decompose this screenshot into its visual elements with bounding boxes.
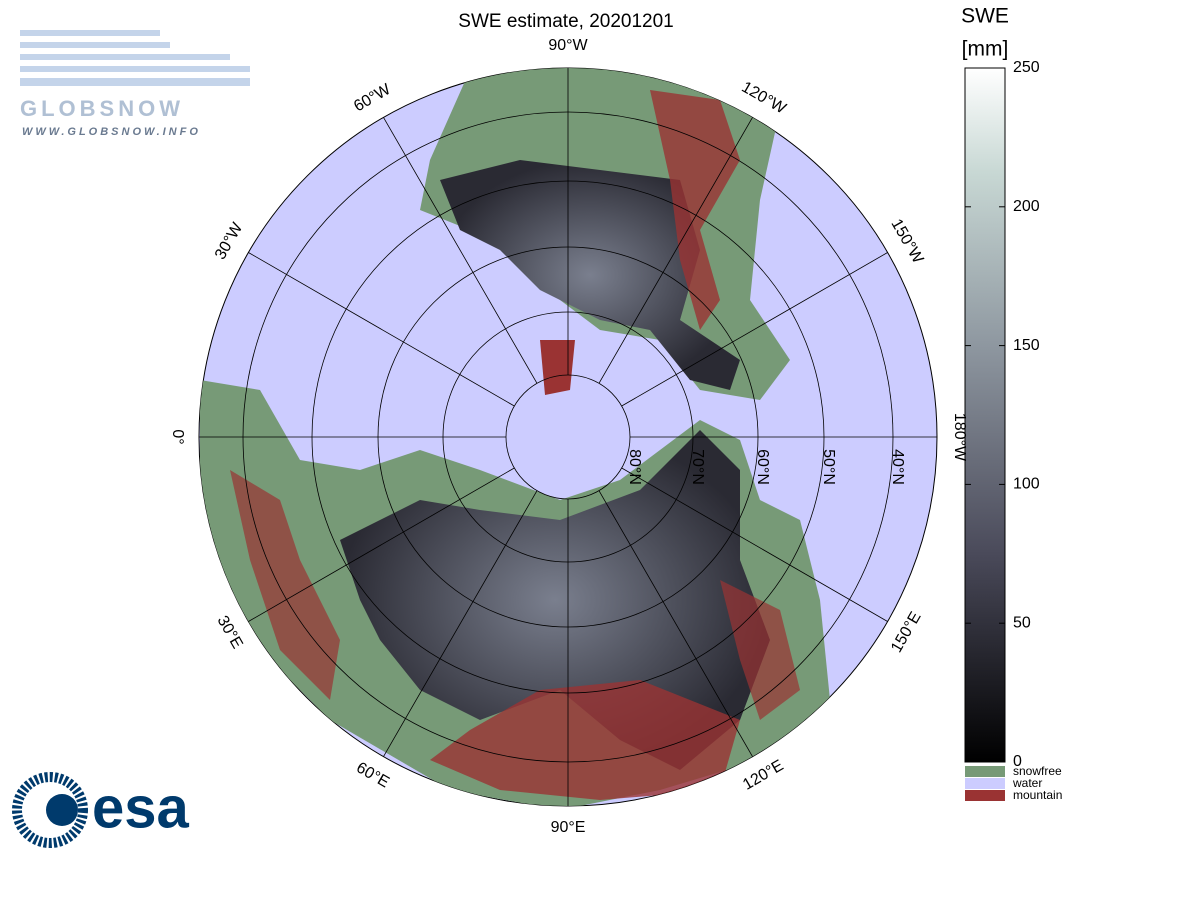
meridian-label: 120°W	[739, 79, 790, 118]
meridian-label: 30°W	[212, 219, 247, 262]
meridian-label: 120°E	[740, 757, 786, 794]
colorbar-tick-label: 0	[1013, 753, 1022, 770]
legend-label: mountain	[1013, 788, 1062, 802]
colorbar-ticks: 0 50 100 150 200 250	[965, 59, 1040, 770]
graticule	[199, 68, 937, 806]
meridian	[598, 117, 753, 384]
colorbar-title: SWE	[961, 5, 1009, 28]
colorbar-tick-label: 150	[1013, 337, 1040, 354]
esa-logo: esa	[12, 772, 190, 848]
parallel-label: 50°N	[820, 449, 837, 485]
legend-swatch	[965, 766, 1005, 777]
meridian	[248, 467, 515, 622]
meridian	[248, 252, 515, 407]
parallel-label: 70°N	[689, 449, 706, 485]
meridian-label: 90°W	[548, 37, 588, 54]
meridian-label: 60°E	[353, 759, 392, 791]
esa-text: esa	[92, 775, 190, 840]
meridian-label: 0°	[169, 429, 186, 444]
colorbar-unit: [mm]	[962, 38, 1009, 61]
meridian-label: 60°W	[351, 81, 394, 116]
land	[200, 68, 830, 806]
meridian	[383, 490, 538, 757]
legend-label: water	[1012, 776, 1042, 790]
globsnow-text: GLOBSNOW	[20, 96, 184, 121]
meridian-label: 150°E	[888, 609, 925, 655]
meridian-label: 90°E	[551, 819, 586, 836]
meridian-label: 30°E	[214, 613, 246, 652]
parallel-label: 80°N	[626, 449, 643, 485]
colorbar	[964, 67, 1006, 763]
parallel-label: 40°N	[889, 449, 906, 485]
colorbar-tick-label: 100	[1013, 476, 1040, 493]
globsnow-url: WWW.GLOBSNOW.INFO	[22, 126, 201, 138]
legend-swatch	[965, 778, 1005, 789]
legend-label: snowfree	[1013, 764, 1062, 778]
meridian	[621, 467, 888, 622]
title: SWE estimate, 20201201	[458, 11, 673, 32]
colorbar-tick-label: 250	[1013, 59, 1040, 76]
map	[198, 67, 938, 807]
meridian	[621, 252, 888, 407]
meridian	[598, 490, 753, 757]
meridian	[383, 117, 538, 384]
parallel-label: 60°N	[754, 449, 771, 485]
globsnow-logo: GLOBSNOW WWW.GLOBSNOW.INFO	[20, 30, 250, 138]
meridian-label: 180°W	[951, 413, 968, 462]
colorbar-tick-label: 200	[1013, 198, 1040, 215]
meridian-label: 150°W	[887, 216, 926, 267]
colorbar-tick-label: 50	[1013, 614, 1031, 631]
legend-swatch	[965, 790, 1005, 801]
